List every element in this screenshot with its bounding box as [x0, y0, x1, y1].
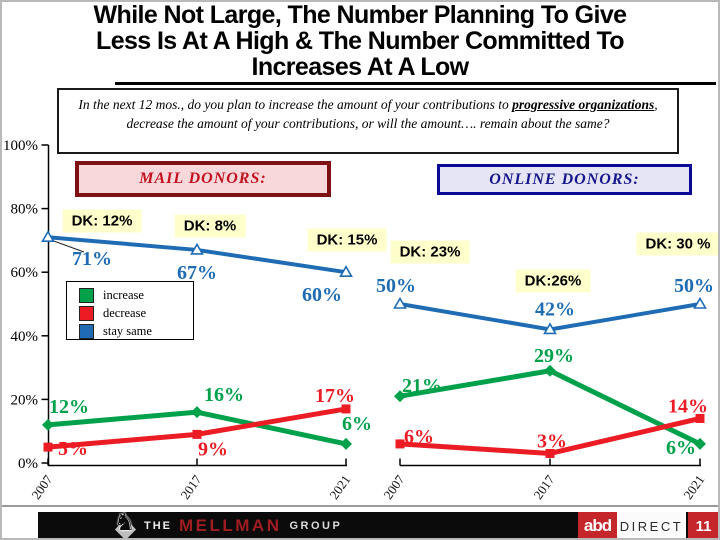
y-axis-tick-label: 60% [11, 265, 39, 281]
marker-triangle [190, 242, 204, 255]
legend-label: decrease [103, 306, 147, 320]
data-point-label: 12% [49, 396, 89, 418]
footer-mellman-label: MELLMAN [179, 516, 282, 535]
y-axis-tick-label: 100% [3, 138, 38, 154]
online-donors-header: ONLINE DONORS: [437, 164, 692, 195]
marker-diamond [544, 364, 556, 377]
question-text-post: , decrease the amount of your contributi… [126, 97, 658, 131]
question-text-pre: In the next 12 mos., do you plan to incr… [78, 97, 513, 112]
marker-triangle [339, 265, 353, 277]
content-divider-line [0, 505, 720, 507]
data-point-label: 50% [674, 275, 714, 297]
title-line-2: Less Is At A High & The Number Committed… [96, 27, 625, 55]
chart-legend: increase decrease stay same [66, 281, 194, 340]
marker-square [192, 429, 202, 439]
data-point-label: 60% [302, 284, 342, 306]
mail-year-label: 2021 [326, 472, 353, 502]
data-point-label: 17% [315, 385, 355, 407]
footer-group-label: GROUP [289, 520, 343, 532]
dk-label: DK: 12% [62, 209, 142, 233]
marker-diamond [42, 418, 54, 431]
annotation-leader-line [50, 239, 85, 253]
legend-item-stay-same: stay same [79, 323, 193, 340]
mail-donors-header: MAIL DONORS: [75, 161, 331, 197]
dk-label: DK:26% [515, 269, 591, 293]
marker-diamond [694, 437, 706, 450]
marker-square [341, 404, 351, 414]
legend-swatch [79, 324, 94, 339]
dk-label: DK: 8% [174, 214, 246, 238]
online-donors-label: ONLINE DONORS: [489, 170, 640, 188]
data-point-label: 6% [404, 426, 434, 448]
slide-title: While Not Large, The Number Planning To … [8, 2, 712, 80]
dk-label: DK: 30 % [636, 232, 720, 256]
marker-square [695, 413, 705, 423]
marker-diamond [340, 437, 352, 450]
direct-logo-text: DIRECT [619, 518, 684, 534]
data-point-label: 6% [342, 413, 372, 435]
y-axis-tick-label: 0% [18, 456, 38, 472]
marker-diamond [394, 390, 406, 403]
page-number: 11 [695, 517, 712, 535]
legend-item-decrease: decrease [79, 305, 193, 322]
legend-item-increase: increase [79, 287, 193, 304]
title-line-1: While Not Large, The Number Planning To … [93, 1, 628, 29]
survey-question-box: In the next 12 mos., do you plan to incr… [57, 88, 679, 154]
y-axis-tick-label: 40% [11, 329, 39, 345]
data-point-label: 14% [668, 395, 708, 417]
data-point-label: 3% [537, 430, 567, 452]
online-year-label: 2017 [530, 472, 557, 502]
marker-triangle [393, 296, 407, 309]
dk-label: DK: 23% [390, 240, 470, 264]
page-number-badge: 11 [688, 512, 719, 540]
mail-donors-label: MAIL DONORS: [139, 170, 267, 187]
legend-label: stay same [103, 324, 152, 338]
marker-triangle [693, 296, 707, 309]
legend-label: increase [103, 288, 144, 302]
data-point-label: 21% [402, 375, 442, 397]
marker-square [43, 442, 53, 452]
data-point-label: 50% [376, 275, 416, 297]
mellman-group-logo: ♞ THE MELLMAN GROUP [110, 509, 343, 540]
online-year-label: 2021 [680, 472, 707, 502]
data-point-label: 42% [535, 298, 575, 320]
online-year-label: 2007 [380, 472, 407, 502]
y-axis-tick-label: 80% [11, 202, 39, 218]
marker-triangle [41, 230, 55, 243]
knight-icon: ♞ [110, 509, 144, 540]
data-point-label: 71% [72, 248, 112, 270]
y-axis-tick-label: 20% [11, 392, 39, 408]
mail-year-label: 2007 [28, 472, 55, 502]
mail-year-label: 2017 [177, 472, 204, 502]
direct-logo: DIRECT [617, 512, 686, 540]
marker-square [545, 448, 555, 458]
abd-logo-text: abd [583, 516, 612, 535]
title-underline [115, 82, 716, 85]
title-line-3: Increases At A Low [251, 53, 469, 81]
question-text-emphasis: progressive organizations [512, 97, 655, 112]
dk-label: DK: 15% [307, 228, 387, 252]
marker-triangle [543, 322, 557, 335]
marker-square [395, 439, 405, 449]
footer-the-label: THE [144, 520, 172, 532]
data-point-label: 67% [177, 262, 217, 284]
legend-swatch [79, 306, 94, 321]
abd-logo: abd [578, 512, 617, 540]
legend-swatch [79, 288, 94, 303]
data-point-label: 29% [534, 345, 574, 367]
data-point-label: 5% [58, 438, 88, 460]
data-point-label: 16% [204, 384, 244, 406]
data-point-label: 9% [198, 438, 228, 460]
data-point-label: 6% [666, 437, 696, 459]
marker-diamond [191, 406, 203, 419]
